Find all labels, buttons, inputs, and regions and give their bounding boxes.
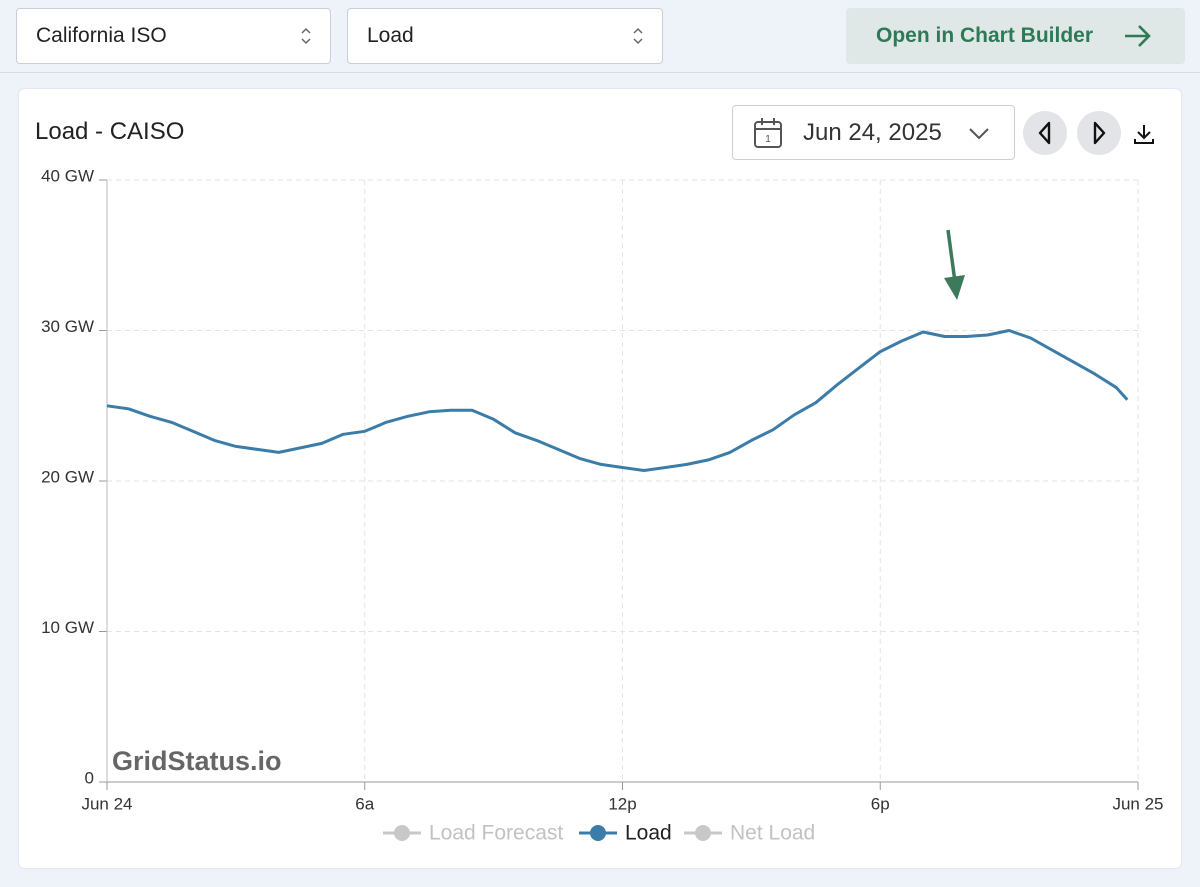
chart-title: Load - CAISO: [35, 118, 185, 145]
iso-select[interactable]: California ISO: [16, 8, 331, 64]
x-tick-label: 6a: [355, 794, 374, 813]
y-tick-label: 30 GW: [41, 317, 94, 336]
calendar-icon: 1: [754, 118, 782, 148]
download-button[interactable]: [1132, 122, 1156, 146]
next-day-button[interactable]: [1077, 111, 1121, 155]
legend-dot: [590, 825, 606, 841]
legend-label: Load Forecast: [429, 822, 563, 845]
select-chevrons: [633, 27, 643, 45]
date-text: Jun 24, 2025: [803, 118, 942, 146]
legend-dot: [394, 825, 410, 841]
x-tick-label: Jun 25: [1112, 794, 1163, 813]
next-icon: [1093, 121, 1106, 145]
metric-select[interactable]: Load: [347, 8, 663, 64]
prev-icon: [1038, 121, 1051, 145]
legend-label: Load: [625, 822, 672, 845]
legend: Load Forecast Load Net Load: [383, 822, 815, 845]
legend-item[interactable]: Net Load: [684, 822, 815, 845]
legend-dot: [695, 825, 711, 841]
chart-builder-button[interactable]: Open in Chart Builder: [846, 8, 1185, 64]
series-line: [106, 329, 1129, 472]
legend-item[interactable]: Load Forecast: [383, 822, 563, 845]
svg-text:1: 1: [765, 134, 771, 145]
chart-card: [19, 89, 1181, 868]
metric-select-text: Load: [367, 24, 414, 47]
arrow-icon: [1125, 25, 1151, 47]
x-tick-label: Jun 24: [81, 794, 132, 813]
y-tick-label: 10 GW: [41, 618, 94, 637]
chevron-down: [969, 128, 989, 140]
legend-item[interactable]: Load: [579, 822, 672, 845]
y-tick-label: 40 GW: [41, 166, 94, 185]
chart-builder-text: Open in Chart Builder: [876, 24, 1094, 47]
x-tick-label: 6p: [871, 794, 890, 813]
legend-label: Net Load: [730, 822, 815, 845]
select-chevrons: [301, 27, 311, 45]
y-tick-label: 20 GW: [41, 467, 94, 486]
iso-select-text: California ISO: [36, 24, 167, 47]
date-picker[interactable]: 1 Jun 24, 2025: [732, 105, 1015, 160]
prev-day-button[interactable]: [1023, 111, 1067, 155]
watermark: GridStatus.io: [112, 746, 282, 776]
y-tick-label: 0: [85, 768, 94, 787]
divider: [0, 72, 1200, 73]
x-tick-label: 12p: [608, 794, 636, 813]
annotation-arrow: [944, 229, 965, 300]
